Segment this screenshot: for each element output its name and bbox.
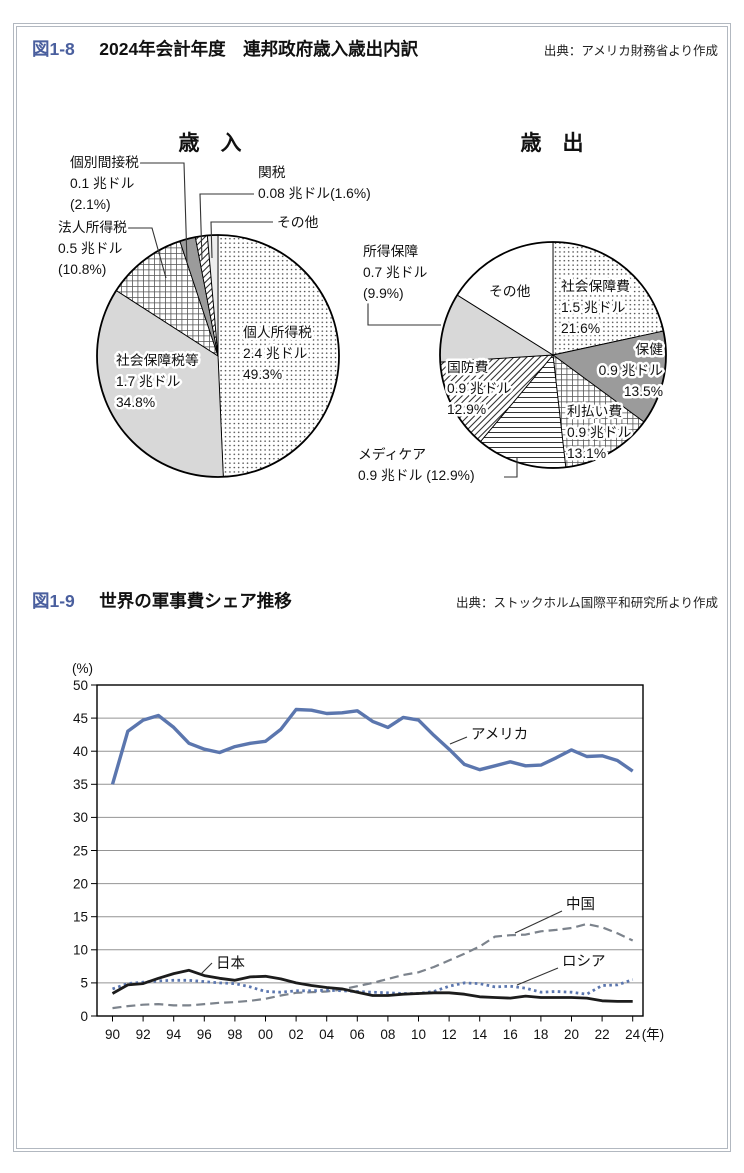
pie-1-label-2: 利払い費 0.9 兆ドル 13.1%: [567, 404, 632, 461]
svg-text:00: 00: [258, 1027, 273, 1042]
figure-1-8-header: 図1-8 2024年会計年度 連邦政府歳入歳出内訳 出典：アメリカ財務省より作成: [32, 36, 718, 60]
svg-text:ロシア: ロシア: [562, 954, 606, 970]
pie-0-pointer-2: [128, 227, 167, 279]
figure-1-9-title: 世界の軍事費シェア推移: [99, 591, 292, 611]
series-1: ロシア: [112, 952, 634, 996]
svg-text:22: 22: [595, 1027, 610, 1042]
svg-text:20: 20: [73, 876, 88, 891]
pie-1-label-5: 所得保障 0.7 兆ドル(9.9%): [363, 243, 428, 301]
pie-0-label-0: 個人所得税 2.4 兆ドル 49.3%: [243, 324, 312, 382]
svg-text:14: 14: [472, 1027, 488, 1042]
svg-text:5: 5: [80, 976, 88, 991]
pie-1-pointer-5: [367, 303, 441, 326]
line-chart-figure: 0 5 10 15 20 25 30 35 40 45 50 90 92 94 96 98 00 02 04 06 08…: [72, 661, 664, 1042]
svg-text:20: 20: [564, 1027, 579, 1042]
svg-text:06: 06: [350, 1027, 365, 1042]
series-2: 日本: [111, 953, 633, 1003]
svg-text:92: 92: [136, 1027, 151, 1042]
svg-text:10: 10: [73, 943, 88, 958]
svg-text:35: 35: [73, 777, 88, 792]
figure-1-8-tag: 図1-8: [32, 39, 75, 59]
pie-1-pointer-3: [504, 457, 518, 478]
pie-0-pointer-3: [140, 162, 188, 263]
svg-text:50: 50: [73, 678, 88, 693]
svg-text:98: 98: [227, 1027, 242, 1042]
svg-text:日本: 日本: [216, 955, 245, 972]
series-3: アメリカ: [110, 707, 634, 785]
pie-0-label-3: 個別間接税 0.1 兆ドル(2.1%): [70, 154, 139, 212]
series-line-2: [111, 968, 633, 1003]
svg-text:45: 45: [73, 711, 88, 726]
figure-1-8-title: 2024年会計年度 連邦政府歳入歳出内訳: [99, 39, 419, 59]
pie-1-label-4: 国防費 0.9 兆ドル 12.9%: [447, 360, 512, 417]
pie-1-label-1: 保健 0.9 兆ドル 13.5%: [599, 342, 664, 399]
pie-1-label-6: その他: [489, 284, 531, 299]
pie-1-label-3: メディケア 0.9 兆ドル (12.9%): [358, 446, 475, 483]
figure-1-9-header: 図1-9 世界の軍事費シェア推移 出典：ストックホルム国際平和研究所より作成: [32, 588, 718, 612]
figure-1-8-source: 出典：アメリカ財務省より作成: [543, 44, 718, 58]
svg-text:(%): (%): [72, 661, 93, 676]
svg-text:94: 94: [166, 1027, 182, 1042]
svg-text:90: 90: [105, 1027, 120, 1042]
svg-text:0: 0: [80, 1009, 88, 1024]
series-line-0: [112, 922, 634, 1010]
svg-text:アメリカ: アメリカ: [471, 727, 528, 743]
figure-1-9-source: 出典：ストックホルム国際平和研究所より作成: [455, 596, 718, 610]
pie-0-label-1: 社会保障税等 1.7 兆ドル 34.8%: [116, 352, 199, 410]
pie-0-pointer-4: [199, 193, 254, 261]
svg-text:18: 18: [533, 1027, 548, 1042]
svg-text:10: 10: [411, 1027, 426, 1042]
pie-0-label-5: その他: [277, 215, 319, 230]
svg-text:12: 12: [442, 1027, 457, 1042]
svg-text:40: 40: [73, 744, 88, 759]
svg-text:24: 24: [625, 1027, 641, 1042]
series-line-3: [110, 707, 634, 785]
pie-0-label-4: 関税 0.08 兆ドル(1.6%): [258, 165, 371, 201]
line-chart-axes: 0 5 10 15 20 25 30 35 40 45 50 90 92 94 96 98 00 02 04 06 08…: [72, 661, 664, 1042]
svg-text:歳 出: 歳 出: [521, 132, 584, 155]
svg-text:96: 96: [197, 1027, 212, 1042]
svg-text:16: 16: [503, 1027, 518, 1042]
svg-text:15: 15: [73, 910, 88, 925]
svg-text:08: 08: [380, 1027, 395, 1042]
svg-text:中国: 中国: [566, 896, 595, 913]
svg-text:30: 30: [73, 810, 88, 825]
svg-text:歳 入: 歳 入: [179, 132, 242, 155]
svg-text:25: 25: [73, 843, 88, 858]
svg-text:04: 04: [319, 1027, 335, 1042]
pie-0-label-2: 法人所得税 0.5 兆ドル(10.8%): [58, 219, 127, 277]
svg-text:(年): (年): [642, 1027, 665, 1042]
series-0: 中国: [112, 894, 634, 1010]
figure-1-9-tag: 図1-9: [32, 591, 75, 611]
series-line-1: [112, 978, 634, 996]
pie-1-label-0: 社会保障費 1.5 兆ドル 21.6%: [561, 279, 630, 336]
pie-0-pointer-5: [210, 221, 273, 259]
svg-text:02: 02: [289, 1027, 304, 1042]
